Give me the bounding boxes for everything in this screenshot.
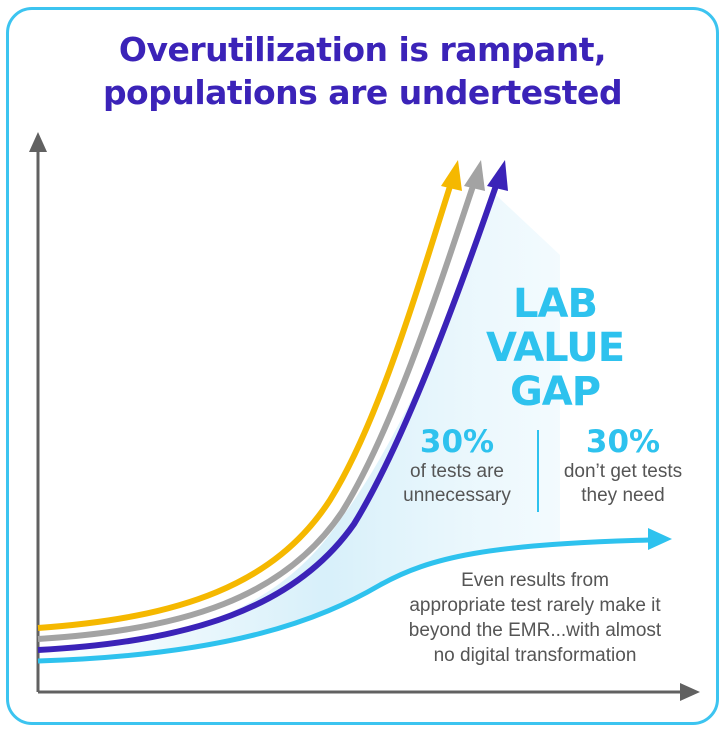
stat-percent: 30% <box>585 424 661 460</box>
stat-text-line-2: unnecessary <box>403 485 511 506</box>
infographic-card <box>6 7 719 725</box>
stat-percent: 30% <box>419 424 495 460</box>
curve-cyan-arrowhead <box>648 528 672 550</box>
x-axis-arrow <box>680 683 700 701</box>
y-axis-arrow <box>29 132 47 152</box>
page-title: Overutilization is rampant, populations … <box>0 28 725 114</box>
gap-label-line-1: LAB <box>513 281 598 327</box>
gap-label-line-3: GAP <box>509 369 601 415</box>
note-line-4: no digital transformation <box>433 645 637 666</box>
title-line-1: Overutilization is rampant, <box>118 30 607 69</box>
note-line-2: appropriate test rarely make it <box>409 595 661 616</box>
curve-purple <box>37 179 501 653</box>
emr-note: Even results from appropriate test rarel… <box>365 568 705 668</box>
curve-gray-arrowhead <box>464 160 485 191</box>
curve-cyan <box>37 537 651 664</box>
curve-gray <box>37 179 478 642</box>
stat-missing-tests: 30% don’t get tests they need <box>548 424 698 508</box>
gap-shading <box>40 195 560 660</box>
gap-label-line-2: VALUE <box>485 325 625 371</box>
title-line-2: populations are undertested <box>102 73 623 112</box>
note-line-1: Even results from <box>461 570 609 591</box>
stat-divider <box>537 430 539 512</box>
curve-yellow <box>37 179 455 631</box>
note-line-3: beyond the EMR...with almost <box>408 620 662 641</box>
curve-yellow-arrowhead <box>441 160 462 191</box>
lab-value-gap-label: LAB VALUE GAP <box>440 282 670 414</box>
curve-purple-arrowhead <box>487 160 508 191</box>
stat-text-line-1: of tests are <box>410 461 504 482</box>
stat-text-line-2: they need <box>581 485 665 506</box>
stat-text-line-1: don’t get tests <box>563 461 683 482</box>
stat-unnecessary-tests: 30% of tests are unnecessary <box>382 424 532 508</box>
